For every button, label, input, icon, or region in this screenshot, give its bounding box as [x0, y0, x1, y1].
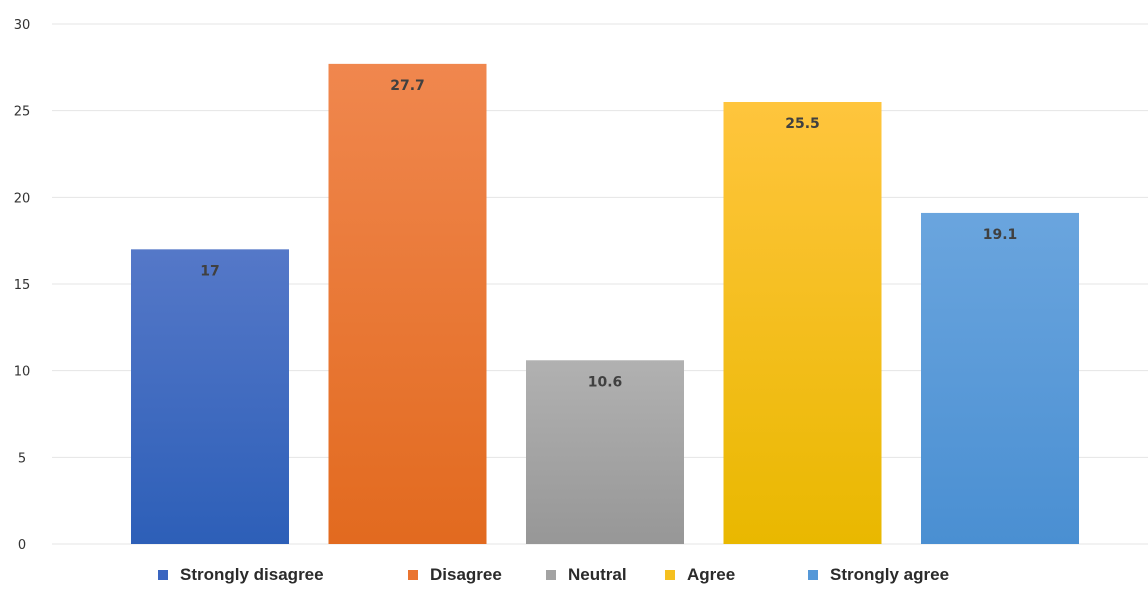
legend-label: Strongly disagree — [180, 565, 324, 584]
y-tick-label: 15 — [14, 278, 31, 293]
bar-agree — [723, 102, 882, 544]
legend-swatch — [546, 570, 556, 580]
bars — [131, 63, 1079, 545]
bar-strongly-disagree — [131, 249, 289, 545]
legend-swatch — [665, 570, 675, 580]
legend-label: Agree — [687, 565, 735, 584]
data-label: 19.1 — [983, 227, 1018, 243]
data-label: 10.6 — [588, 374, 623, 390]
legend-label: Strongly agree — [830, 565, 949, 584]
data-label: 17 — [200, 263, 219, 279]
y-tick-label: 10 — [14, 365, 31, 380]
y-tick-label: 0 — [18, 538, 26, 553]
data-labels: 17 27.7 10.6 25.5 19.1 — [200, 78, 1017, 390]
legend-label: Neutral — [568, 565, 627, 584]
legend-swatch — [158, 570, 168, 580]
y-tick-label: 5 — [18, 451, 26, 466]
bar-strongly-agree — [921, 212, 1079, 544]
data-label: 25.5 — [785, 116, 820, 132]
legend-swatch — [808, 570, 818, 580]
y-tick-label: 20 — [14, 191, 31, 206]
bar-neutral — [526, 360, 684, 544]
legend-swatch — [408, 570, 418, 580]
data-label: 27.7 — [390, 78, 425, 94]
y-tick-label: 25 — [14, 105, 31, 120]
y-axis: 0 5 10 15 20 25 30 — [14, 18, 31, 553]
legend: Strongly disagree Disagree Neutral Agree Str… — [158, 565, 949, 584]
legend-label: Disagree — [430, 565, 502, 584]
y-tick-label: 30 — [14, 18, 31, 33]
bar-disagree — [328, 63, 487, 544]
